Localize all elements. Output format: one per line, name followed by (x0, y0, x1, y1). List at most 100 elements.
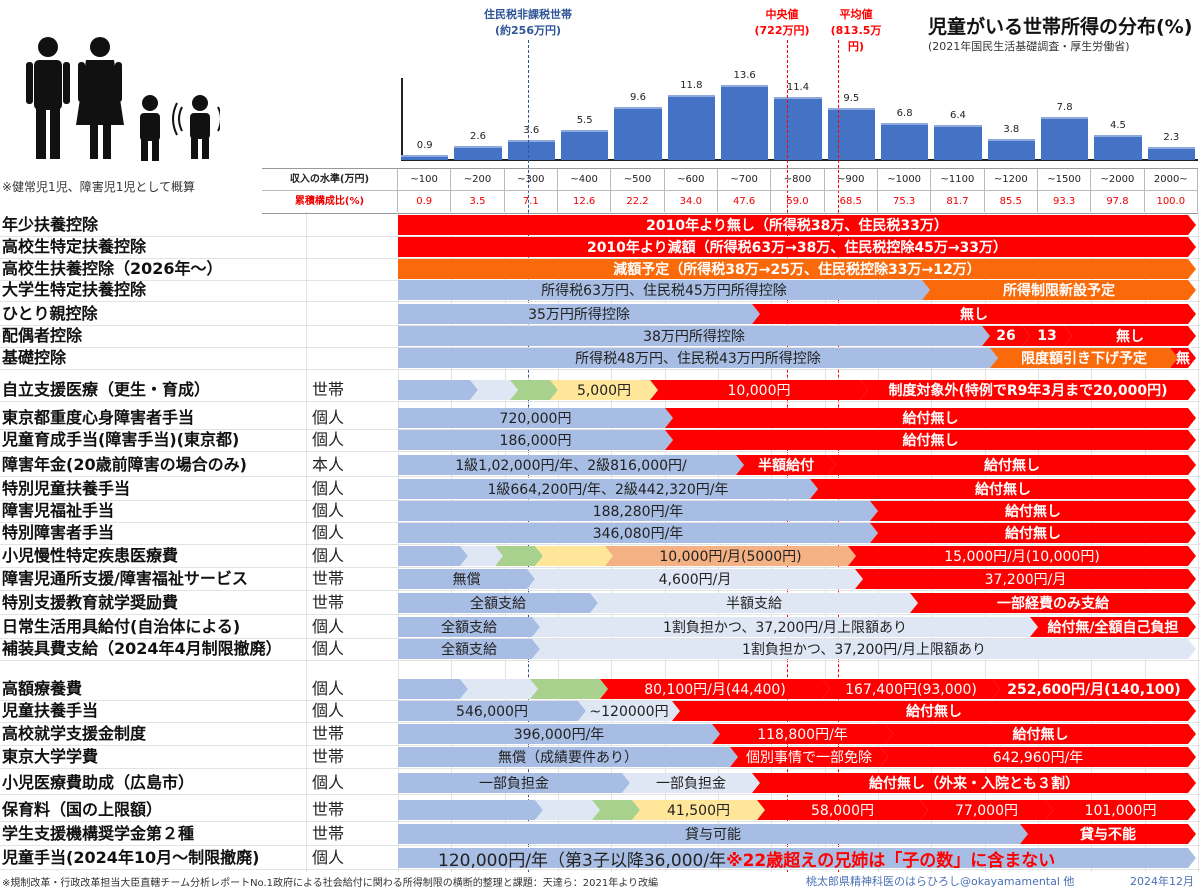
segment-text: 10,000円 (727, 383, 791, 399)
benefit-segment: 2010年より無し（所得税38万、住民税33万） (398, 215, 1196, 235)
benefit-segment: 無 (1170, 348, 1196, 368)
benefit-segment: 5,000円 (550, 380, 658, 400)
segment-text: 貸与不能 (1080, 827, 1136, 843)
row-scope: 個人 (312, 523, 345, 542)
segment-text: 2010年より減額（所得税63万→38万、住民税控除45万→33万） (586, 240, 1008, 256)
benefit-segment: 546,000円 (398, 701, 586, 721)
segment-text: 101,000円 (1084, 803, 1157, 819)
segment-text: 全額支給 (441, 620, 497, 636)
row-scope: 世帯 (312, 380, 345, 399)
benefit-segment: 252,600円/月(140,100) (992, 679, 1196, 699)
income-tick-label: ~400 (558, 169, 612, 190)
benefit-segment: 給付無し (672, 701, 1196, 721)
segment-text: 642,960円/年 (992, 750, 1084, 766)
segment-text: 給付無し (975, 482, 1031, 498)
bar-value-label: 11.4 (786, 82, 810, 94)
row-label: 小児慢性特定疾患医療費 (2, 546, 179, 565)
row-scope: 個人 (312, 546, 345, 565)
bar-value-label: 3.6 (523, 125, 540, 137)
segment-text: 給付無し (1005, 504, 1061, 520)
row-label: 児童手当(2024年10月～制限撤廃) (2, 848, 260, 867)
benefit-segment (530, 679, 608, 699)
segment-text: 13 (1037, 328, 1057, 344)
segment-text: 給付無し (984, 458, 1040, 474)
row-scope: 個人 (312, 773, 345, 792)
row-divider (0, 638, 1200, 639)
benefit-segment: 167,400円(93,000) (822, 679, 1000, 699)
annotation-value: (722万円) (754, 24, 810, 37)
segment-text: 所得税48万円、住民税43万円所得控除 (575, 351, 821, 367)
segment-text: 5,000円 (576, 383, 632, 399)
benefit-segment: 37,200円/月 (855, 569, 1196, 589)
bar-value-label: 2.6 (470, 130, 486, 142)
segment-text: 546,000円 (456, 704, 528, 720)
benefit-segment: 一部経費のみ支給 (910, 593, 1196, 613)
bar-value-label: 6.8 (896, 107, 913, 119)
annotation-label: 平均値 (813.5万円) (826, 6, 886, 54)
benefit-segment: 38万円所得控除 (398, 326, 990, 346)
grid-line (1197, 212, 1199, 872)
row-label: ひとり親控除 (2, 304, 98, 323)
segment-text: 80,100円/月(44,400) (644, 682, 786, 698)
row-divider (0, 567, 1200, 568)
segment-text: 限度額引き下げ予定 (1021, 351, 1147, 367)
bar (1147, 147, 1195, 160)
segment-text: 1割負担かつ、37,200円/月上限額あり (662, 620, 908, 636)
income-tick-label: ~300 (505, 169, 558, 190)
segment-text: 無 (1176, 351, 1190, 367)
row-label: 障害児福祉手当 (2, 501, 115, 520)
annotation-value: (813.5万円) (830, 24, 882, 53)
bar (1040, 117, 1089, 160)
row-divider (0, 544, 1200, 545)
row-label: 年少扶養控除 (2, 215, 99, 234)
benefit-segment: 4,600円/月 (527, 569, 863, 589)
benefit-segment: 半額給付 (736, 455, 836, 475)
benefit-segment: 全額支給 (398, 639, 540, 659)
income-tick-label: ~100 (398, 169, 452, 190)
benefit-segment (510, 380, 558, 400)
income-tick-label: ~1200 (985, 169, 1038, 190)
row-label: 障害年金(20歳前障害の場合のみ) (2, 455, 247, 474)
segment-text: 1級664,200円/年、2級442,320円/年 (487, 482, 729, 498)
benefit-segment: 減額予定（所得税38万→25万、住民税控除33万→12万） (398, 259, 1196, 279)
benefit-segment: 制度対象外(特例でR9年3月まで20,000円) (860, 380, 1196, 400)
segment-text: 2010年より無し（所得税38万、住民税33万） (646, 218, 948, 234)
income-tick-label: ~1000 (878, 169, 932, 190)
footer-source: ※規制改革・行政改革担当大臣直轄チーム分析レポートNo.1政府による社会給付に関… (2, 878, 658, 889)
segment-text: 制度対象外(特例でR9年3月まで20,000円) (888, 383, 1168, 399)
bar (987, 139, 1035, 160)
footer-date: 2024年12月 (1130, 875, 1194, 888)
segment-text: 41,500円 (667, 803, 730, 819)
row-divider (0, 869, 1200, 870)
cumulative-value: 7.1 (505, 191, 558, 212)
benefit-segment: 396,000円/年 (398, 724, 720, 744)
segment-text: 188,280円/年 (592, 504, 684, 520)
income-tick-label: ~800 (771, 169, 825, 190)
bar (667, 95, 715, 160)
benefit-segment (398, 546, 468, 566)
benefit-segment (398, 800, 543, 820)
income-header: 収入の水準(万円) (262, 169, 398, 190)
row-label: 東京大学学費 (2, 747, 99, 766)
benefit-segment: 80,100円/月(44,400) (600, 679, 830, 699)
segment-text: 半額支給 (726, 596, 782, 612)
row-divider (0, 700, 1200, 701)
benefit-segment: 10,000円/月(5000円) (605, 546, 856, 566)
segment-text: 無し (960, 307, 988, 323)
benefit-segment: 所得税63万円、住民税45万円所得控除 (398, 280, 930, 300)
income-tick-label: ~1100 (931, 169, 985, 190)
cumulative-value: 3.5 (451, 191, 505, 212)
row-label: 児童育成手当(障害手当)(東京都) (2, 430, 240, 449)
bar-value-label: 13.6 (733, 70, 756, 82)
segment-text: 118,800円/年 (757, 727, 848, 743)
x-axis (401, 159, 1198, 161)
segment-text: 167,400円(93,000) (845, 682, 977, 698)
annotation-label: 住民税非課税世帯 (約256万円) (468, 6, 588, 38)
bar-value-label: 3.8 (1003, 124, 1020, 136)
row-divider (0, 301, 1200, 302)
row-label: 日常生活用具給付(自治体による) (2, 617, 241, 636)
income-tick-label: ~200 (451, 169, 505, 190)
income-tick-label: ~900 (825, 169, 878, 190)
chart-subtitle: (2021年国民生活基礎調査・厚生労働省) (928, 40, 1130, 53)
row-scope: 世帯 (312, 800, 345, 819)
